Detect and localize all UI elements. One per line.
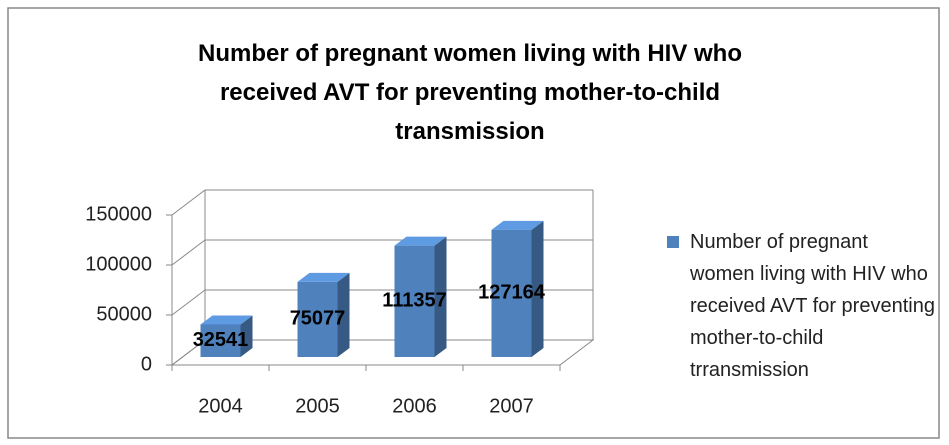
grid-line (171, 289, 206, 316)
y-tick-label: 150000 (85, 203, 152, 225)
bar-side (434, 236, 447, 357)
bar (200, 324, 241, 357)
grid-line (171, 189, 206, 216)
y-tick-label: 50000 (96, 303, 152, 325)
x-tick-label: 2006 (392, 395, 437, 417)
data-label: 127164 (478, 282, 546, 304)
x-tick-label: 2007 (489, 395, 534, 417)
y-tick-label: 0 (141, 353, 152, 375)
bar-top (491, 220, 544, 230)
bar-side (337, 272, 350, 357)
grid-line (171, 339, 206, 366)
bar-side (240, 315, 253, 357)
bar-top (297, 272, 350, 282)
bar (394, 245, 435, 357)
x-tick-label: 2004 (198, 395, 243, 417)
bar (297, 281, 338, 357)
chart-border (7, 7, 940, 439)
data-label: 111357 (382, 290, 447, 312)
y-tick-label: 100000 (85, 253, 152, 275)
bar-top (394, 236, 447, 246)
grid-line (171, 239, 206, 266)
chart-title: Number of pregnant women living with HIV… (197, 40, 742, 145)
data-label: 75077 (290, 308, 346, 330)
bar-side (531, 220, 544, 357)
legend-swatch (667, 236, 679, 248)
bar-top (200, 315, 253, 325)
bar (491, 229, 532, 357)
legend-label: Number of pregnant women living with HIV… (690, 231, 935, 381)
x-tick-label: 2005 (295, 395, 340, 417)
data-label: 32541 (193, 329, 249, 351)
